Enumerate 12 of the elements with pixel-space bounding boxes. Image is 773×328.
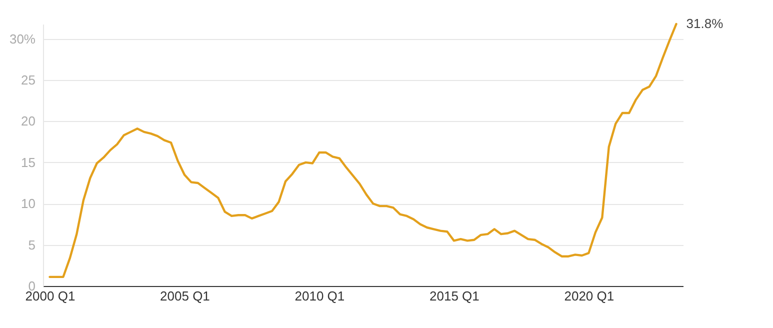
x-tick-label: 2020 Q1: [564, 288, 614, 304]
y-tick-label: 20: [21, 114, 36, 129]
line-series: [48, 22, 678, 278]
y-tick-label: 30%: [9, 31, 36, 46]
x-tick-label: 2015 Q1: [430, 288, 480, 304]
x-tick-label: 2005 Q1: [160, 288, 210, 304]
x-tick-label: 2010 Q1: [294, 288, 345, 304]
text: 31.8%: [686, 16, 724, 31]
y-tick-label: 15: [21, 154, 36, 170]
y-tick-label: 5: [28, 237, 36, 252]
y-tick-label: 10: [21, 196, 36, 212]
y-tick-label: 25: [21, 72, 36, 88]
